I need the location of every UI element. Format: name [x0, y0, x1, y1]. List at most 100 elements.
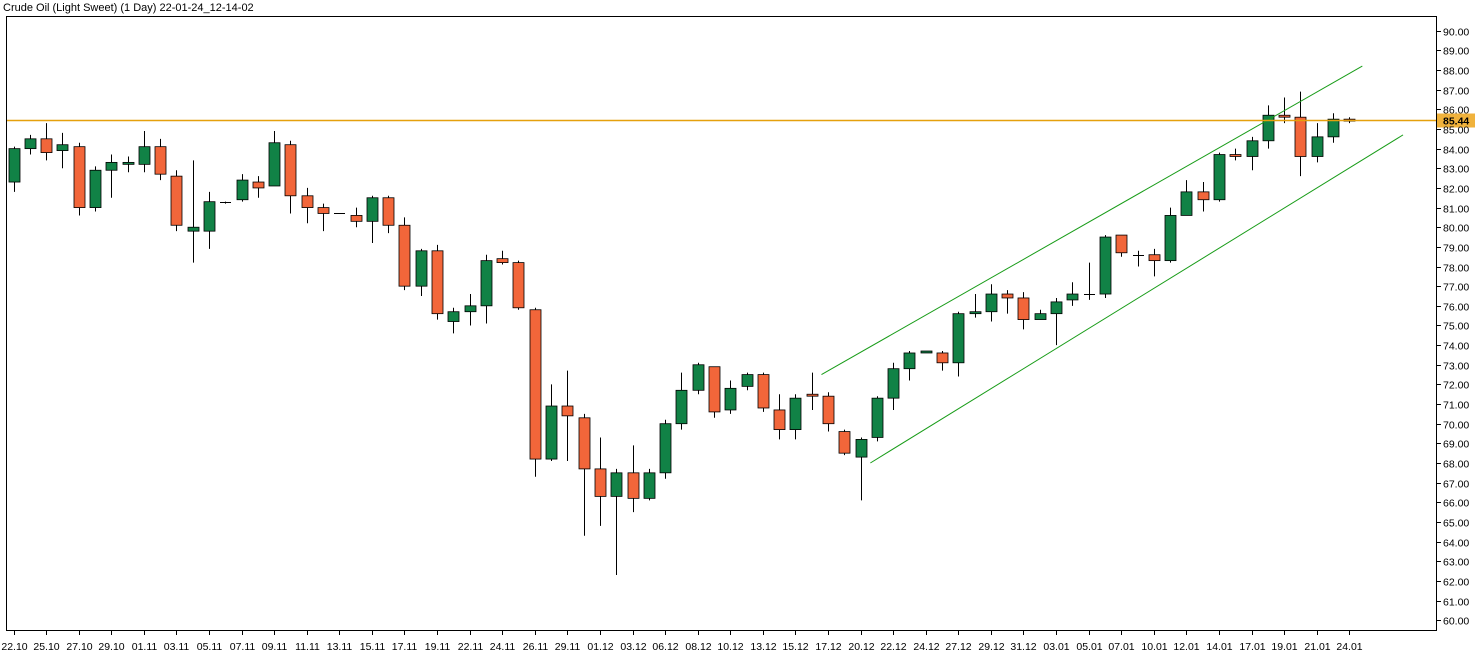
candle-body [675, 389, 688, 425]
y-tick-label: 80.00 [1443, 223, 1469, 235]
x-tick-label: 24.01 [1336, 641, 1362, 653]
candle-body [431, 250, 444, 315]
x-tick-label: 13.12 [750, 641, 776, 653]
candle-body [1034, 313, 1047, 320]
x-tick-label: 11.11 [295, 641, 320, 653]
y-tick-label: 82.00 [1443, 184, 1469, 196]
plot-frame [6, 16, 1437, 631]
candle [545, 384, 558, 462]
candle [1180, 180, 1193, 216]
candle-body [496, 258, 509, 263]
candle-body [1197, 191, 1210, 201]
candle-body [105, 161, 118, 171]
candle [73, 142, 86, 216]
x-tick-label: 29.10 [98, 641, 124, 653]
candle-body [170, 175, 183, 226]
candle-body [1246, 140, 1259, 157]
candle [822, 392, 835, 432]
candle-body [480, 260, 493, 307]
x-tick-label: 22.10 [1, 641, 27, 653]
candle [1148, 248, 1161, 277]
candle [431, 244, 444, 320]
candle [838, 429, 851, 456]
candle-body [1050, 301, 1063, 315]
x-tick-label: 03.11 [164, 641, 190, 653]
x-tick-label: 08.12 [685, 641, 711, 653]
candle-body [154, 146, 167, 175]
candle-body [789, 397, 802, 430]
x-tick-label: 10.12 [717, 641, 743, 653]
x-tick-label: 14.01 [1206, 641, 1232, 653]
candle-body [1278, 114, 1291, 118]
candle-body [1327, 118, 1340, 138]
y-axis: 60.00 61.00 62.00 63.00 64.00 65.00 66.00 67.00… [1436, 27, 1469, 628]
y-tick-label: 76.00 [1443, 302, 1469, 314]
candle-body [529, 309, 542, 460]
candle [952, 311, 965, 377]
candle-body [187, 226, 200, 232]
x-tick-label: 29.12 [978, 641, 1004, 653]
candle [350, 207, 363, 228]
candle [284, 140, 297, 214]
candle [529, 307, 542, 477]
x-tick-label: 06.12 [652, 641, 678, 653]
candle [1246, 136, 1259, 171]
candle [806, 372, 819, 410]
candles [8, 91, 1356, 575]
candle [1034, 309, 1047, 320]
candle-body [447, 311, 460, 322]
candle-body [268, 142, 281, 187]
candle-body [350, 215, 363, 222]
y-tick-label: 90.00 [1443, 27, 1469, 39]
x-tick-label: 27.12 [945, 641, 971, 653]
y-tick-label: 71.00 [1443, 400, 1469, 412]
x-tick-label: 26.11 [523, 641, 549, 653]
candle [154, 138, 167, 181]
y-tick-label: 65.00 [1443, 518, 1469, 530]
chart-title: Crude Oil (Light Sweet) (1 Day) 22-01-24… [3, 2, 254, 14]
candle-body [871, 397, 884, 438]
candle [40, 123, 53, 161]
candle-body [627, 472, 640, 499]
candle [105, 154, 118, 198]
candle [985, 284, 998, 322]
candle-body [903, 352, 916, 370]
candle [1115, 234, 1128, 257]
x-tick-label: 13.11 [327, 641, 353, 653]
y-tick-label: 62.00 [1443, 577, 1469, 589]
candle-body [610, 472, 623, 497]
x-tick-label: 27.10 [66, 641, 92, 653]
candle [122, 156, 135, 173]
candle-body [692, 364, 705, 391]
candle [268, 130, 281, 187]
candle [447, 307, 460, 334]
candle-body [1229, 154, 1242, 157]
candle-body [56, 144, 69, 152]
candle [366, 195, 379, 243]
x-tick-label: 22.11 [458, 641, 484, 653]
price-line: 85.44 [7, 113, 1475, 128]
candle [789, 394, 802, 440]
candle [24, 134, 37, 155]
candle [203, 191, 216, 249]
candle [920, 350, 933, 354]
candle [871, 396, 884, 442]
y-tick-label: 60.00 [1443, 616, 1469, 628]
candle [1133, 250, 1144, 267]
candle [1197, 182, 1210, 212]
candle-body [643, 472, 656, 499]
x-tick-label: 20.12 [848, 641, 874, 653]
candle [643, 468, 656, 501]
candle [1099, 235, 1112, 298]
candle-body [969, 311, 982, 315]
y-tick-label: 70.00 [1443, 420, 1469, 432]
candle [903, 351, 916, 381]
candle [1164, 207, 1177, 263]
candle-body [1148, 254, 1161, 262]
x-tick-label: 07.01 [1108, 641, 1134, 653]
y-tick-label: 81.00 [1443, 204, 1469, 216]
candle-body [138, 146, 151, 165]
candle-body [952, 313, 965, 364]
candle [415, 248, 428, 296]
